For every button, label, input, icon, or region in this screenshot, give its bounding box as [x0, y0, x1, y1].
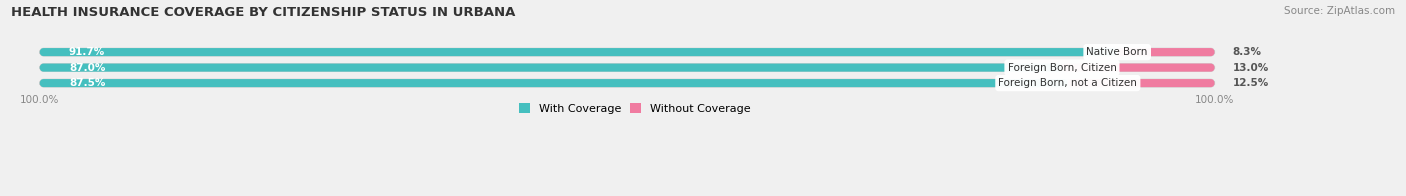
Text: 12.5%: 12.5%: [1232, 78, 1268, 88]
Legend: With Coverage, Without Coverage: With Coverage, Without Coverage: [519, 103, 751, 114]
FancyBboxPatch shape: [1062, 64, 1215, 72]
Text: 87.0%: 87.0%: [69, 63, 105, 73]
FancyBboxPatch shape: [1118, 48, 1215, 56]
FancyBboxPatch shape: [39, 48, 1118, 56]
Text: Foreign Born, Citizen: Foreign Born, Citizen: [1008, 63, 1116, 73]
Text: 87.5%: 87.5%: [69, 78, 105, 88]
FancyBboxPatch shape: [1067, 79, 1215, 87]
Text: Source: ZipAtlas.com: Source: ZipAtlas.com: [1284, 6, 1395, 16]
FancyBboxPatch shape: [39, 79, 1215, 87]
Text: 8.3%: 8.3%: [1232, 47, 1261, 57]
FancyBboxPatch shape: [39, 48, 1215, 56]
FancyBboxPatch shape: [39, 79, 1067, 87]
FancyBboxPatch shape: [39, 64, 1062, 72]
Text: HEALTH INSURANCE COVERAGE BY CITIZENSHIP STATUS IN URBANA: HEALTH INSURANCE COVERAGE BY CITIZENSHIP…: [11, 6, 516, 19]
FancyBboxPatch shape: [39, 64, 1215, 72]
Text: 91.7%: 91.7%: [69, 47, 105, 57]
Text: Foreign Born, not a Citizen: Foreign Born, not a Citizen: [998, 78, 1137, 88]
Text: Native Born: Native Born: [1087, 47, 1147, 57]
Text: 13.0%: 13.0%: [1232, 63, 1268, 73]
